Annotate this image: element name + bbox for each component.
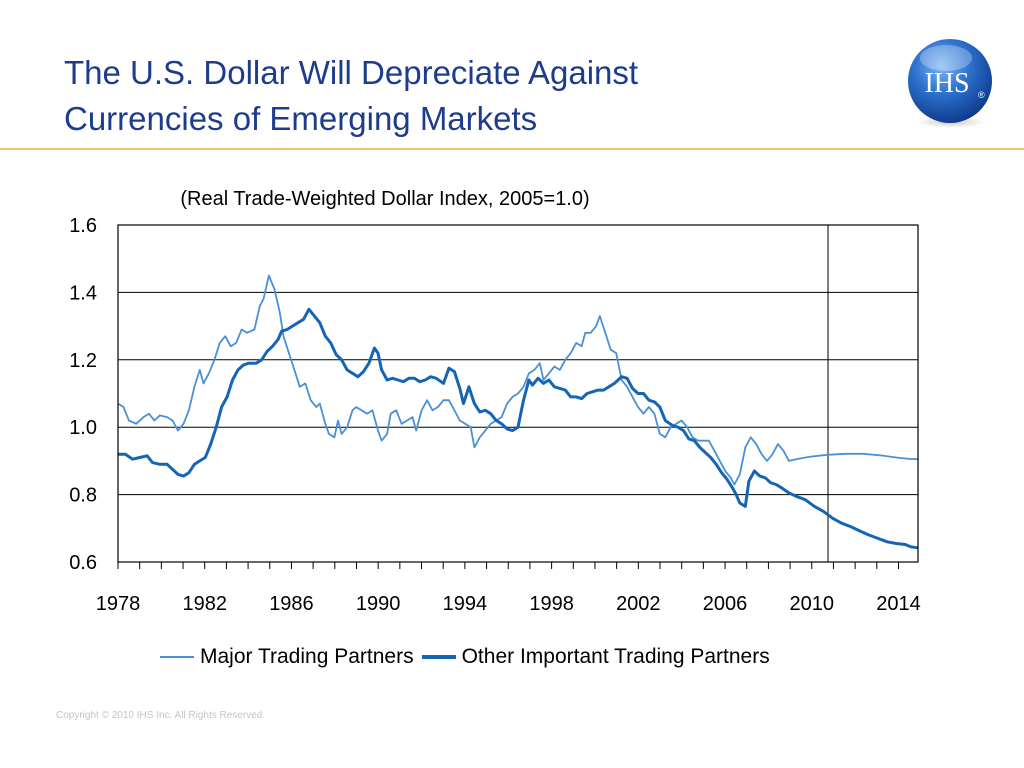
title-rule [0, 148, 1024, 150]
chart-legend: Major Trading Partners Other Important T… [160, 645, 778, 669]
title-line-1: The U.S. Dollar Will Depreciate Against [64, 54, 639, 91]
legend-swatch-major [160, 656, 194, 658]
copyright-footer: Copyright © 2010 IHS Inc. All Rights Res… [56, 710, 266, 721]
x-tick-label: 1978 [96, 593, 141, 615]
y-tick-label: 1.0 [69, 417, 97, 439]
dollar-index-chart: (Real Trade-Weighted Dollar Index, 2005=… [69, 188, 921, 615]
x-tick-label: 1982 [182, 593, 227, 615]
title-line-2: Currencies of Emerging Markets [64, 100, 538, 137]
legend-item-major: Major Trading Partners [160, 645, 414, 669]
slide-title: The U.S. Dollar Will Depreciate Against … [64, 50, 638, 142]
x-tick-label: 1986 [269, 593, 314, 615]
y-tick-label: 1.4 [69, 282, 97, 304]
x-tick-label: 1990 [356, 593, 401, 615]
axes: 0.6 0.8 1.0 1.2 1.4 1.6 1978 1982 1986 1990 1994 19… [69, 215, 921, 615]
x-tick-label: 2010 [790, 593, 835, 615]
series-line-major [117, 274, 919, 486]
x-tick-label: 1994 [443, 593, 488, 615]
y-tick-label: 0.8 [69, 485, 97, 507]
series-line-other [118, 307, 919, 550]
legend-label-other: Other Important Trading Partners [461, 645, 770, 668]
plot-frame [117, 224, 919, 563]
chart-title: (Real Trade-Weighted Dollar Index, 2005=… [180, 188, 589, 210]
x-tick-label: 2006 [703, 593, 748, 615]
y-tick-label: 0.6 [69, 552, 97, 574]
legend-swatch-other [421, 655, 456, 659]
logo-text: IHS [924, 68, 969, 99]
legend-label-major: Major Trading Partners [200, 645, 414, 668]
y-tick-label: 1.6 [69, 215, 97, 237]
x-tick-label: 2002 [616, 593, 661, 615]
x-tick-label: 2014 [876, 593, 921, 615]
series-lines [117, 274, 919, 550]
logo-registered-mark: ® [978, 90, 985, 100]
x-tick-label: 1998 [529, 593, 574, 615]
ihs-logo: IHS ® [908, 39, 992, 128]
y-tick-label: 1.2 [69, 350, 97, 372]
legend-item-other: Other Important Trading Partners [421, 645, 770, 669]
